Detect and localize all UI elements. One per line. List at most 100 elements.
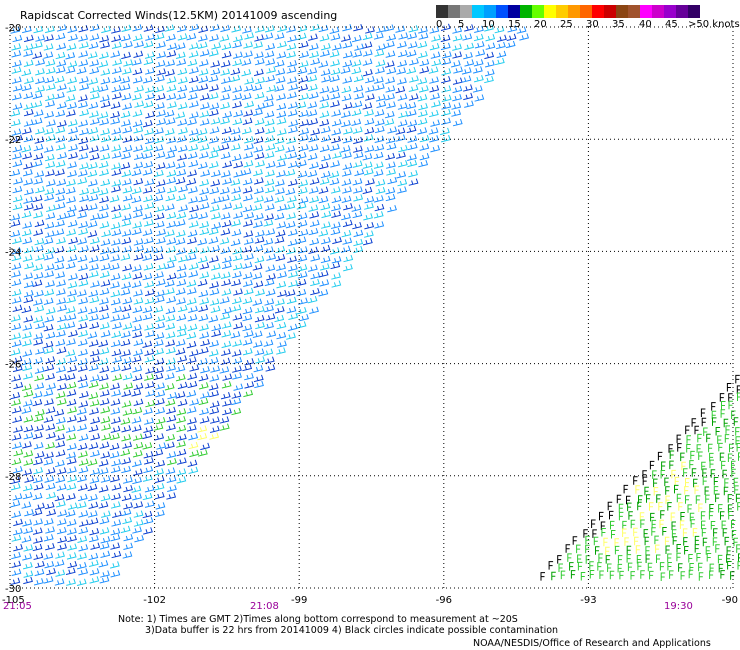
- wind-barb: [110, 101, 121, 109]
- wind-barb: [418, 102, 428, 111]
- wind-barb: [78, 348, 88, 357]
- wind-barb: [633, 527, 638, 537]
- wind-barb: [362, 238, 373, 246]
- wind-barb: [100, 406, 111, 414]
- wind-barb: [452, 118, 463, 127]
- wind-barb: [44, 111, 55, 119]
- wind-barb: [176, 433, 187, 442]
- wind-barb: [68, 144, 78, 152]
- wind-barb: [297, 271, 308, 279]
- wind-barb: [176, 24, 187, 33]
- wind-barb: [684, 486, 689, 495]
- wind-barb: [362, 32, 373, 41]
- wind-barb: [133, 289, 143, 297]
- wind-barb: [87, 169, 98, 178]
- wind-barb: [565, 544, 571, 553]
- wind-barb: [244, 253, 254, 261]
- wind-barb: [409, 75, 419, 83]
- wind-barbs: [10, 23, 740, 586]
- wind-barb: [34, 136, 45, 144]
- colorbar-tick-label: 25: [560, 19, 573, 30]
- wind-barb: [77, 306, 88, 314]
- wind-barb: [199, 118, 210, 126]
- wind-barb: [197, 255, 208, 264]
- wind-barb: [100, 77, 111, 85]
- wind-barb: [208, 136, 219, 144]
- wind-barb: [121, 281, 132, 289]
- wind-barb: [277, 40, 287, 49]
- wind-barb: [133, 398, 144, 406]
- wind-barb: [153, 253, 164, 261]
- wind-barb: [87, 162, 98, 170]
- wind-barb: [143, 160, 154, 169]
- wind-barb: [23, 432, 34, 440]
- wind-barb: [55, 194, 65, 203]
- wind-barb: [244, 32, 255, 40]
- wind-barb: [88, 127, 99, 135]
- wind-barb: [112, 373, 123, 381]
- wind-barb: [177, 304, 188, 313]
- wind-barb: [133, 510, 144, 518]
- wind-barb: [21, 228, 32, 237]
- wind-barb: [264, 305, 274, 313]
- wind-barb: [253, 244, 264, 253]
- wind-barb: [277, 204, 287, 212]
- wind-barb: [320, 68, 331, 76]
- wind-barb: [363, 230, 374, 238]
- wind-barb: [13, 448, 24, 457]
- wind-barb: [385, 136, 396, 144]
- wind-barb: [585, 544, 590, 554]
- wind-barb: [55, 143, 66, 151]
- wind-barb: [664, 477, 669, 487]
- wind-barb: [231, 228, 242, 237]
- wind-barb: [10, 168, 21, 177]
- wind-barb: [11, 296, 22, 304]
- wind-barb: [232, 247, 243, 255]
- wind-barb: [705, 546, 711, 555]
- wind-barb: [199, 179, 210, 187]
- wind-barb: [231, 296, 242, 305]
- wind-barb: [164, 279, 175, 288]
- wind-barb: [32, 432, 43, 440]
- wind-barb: [209, 432, 220, 440]
- wind-barb: [635, 485, 640, 494]
- wind-barb: [737, 392, 740, 401]
- wind-barb: [188, 270, 199, 278]
- wind-barb: [131, 195, 142, 204]
- wind-barb: [409, 58, 419, 66]
- pass-time-label: 21:05: [3, 601, 32, 612]
- wind-barb: [55, 109, 66, 118]
- wind-barb: [45, 161, 56, 169]
- wind-barb: [276, 281, 287, 289]
- wind-barb: [418, 26, 428, 34]
- wind-barb: [76, 289, 87, 297]
- wind-barb: [655, 544, 660, 554]
- wind-barb: [121, 237, 132, 245]
- wind-barb: [341, 93, 352, 102]
- wind-barb: [23, 102, 34, 110]
- wind-barb: [274, 236, 285, 244]
- wind-barb: [318, 162, 329, 170]
- wind-barb: [142, 186, 153, 194]
- wind-barb: [134, 85, 144, 93]
- wind-barb: [88, 363, 99, 372]
- wind-barb: [120, 110, 131, 119]
- wind-barb: [65, 210, 76, 219]
- wind-barb: [727, 504, 733, 513]
- wind-barb: [644, 536, 650, 546]
- wind-barb: [354, 92, 365, 100]
- wind-barb: [497, 34, 507, 42]
- wind-barb: [724, 478, 729, 487]
- wind-barb: [68, 273, 78, 281]
- wind-barb: [186, 341, 197, 349]
- wind-barb: [186, 424, 197, 432]
- wind-barb: [685, 495, 690, 504]
- wind-barb: [133, 238, 144, 246]
- wind-barb: [176, 58, 187, 66]
- wind-barb: [708, 443, 713, 453]
- wind-barb: [343, 203, 353, 211]
- colorbar-tick-label: 20: [534, 19, 547, 30]
- wind-barb: [144, 178, 155, 186]
- wind-barb: [720, 409, 726, 418]
- wind-barb: [649, 570, 654, 580]
